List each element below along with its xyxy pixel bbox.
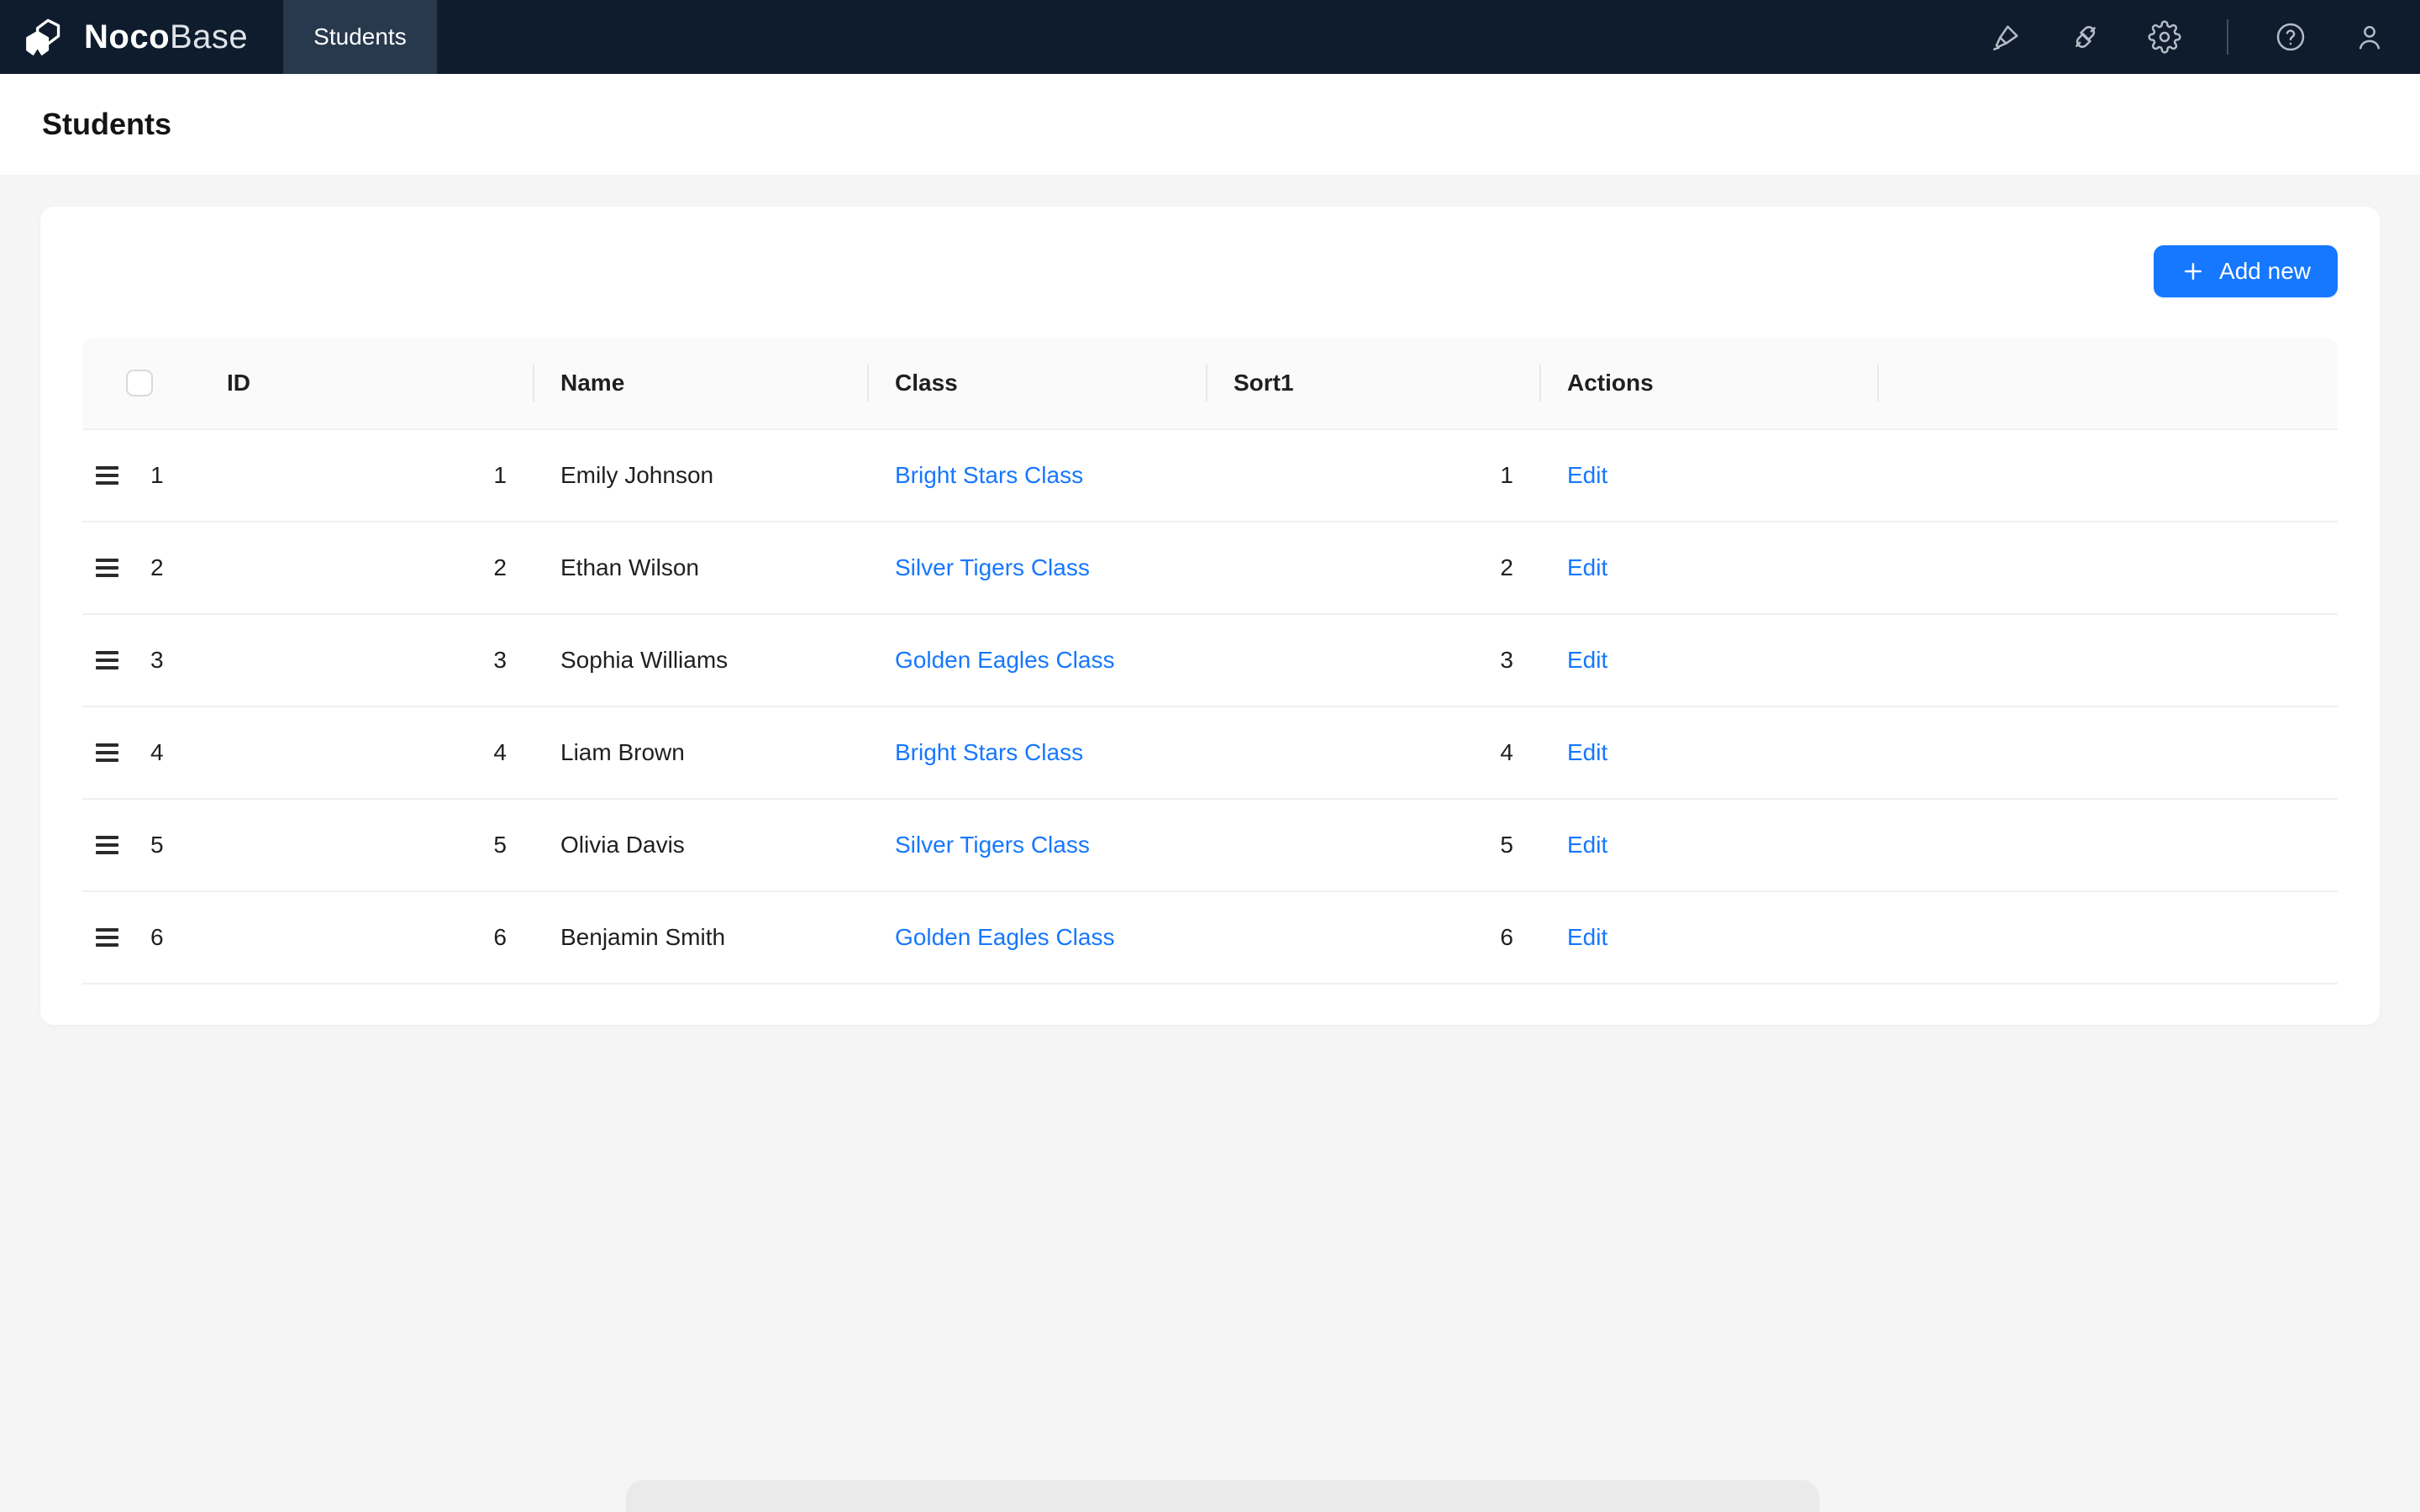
edit-link[interactable]: Edit bbox=[1567, 739, 1608, 765]
students-table: ID Name Class Sort1 Actions 1 1 Emily Jo… bbox=[82, 338, 2338, 984]
cell-filler bbox=[1878, 892, 2338, 983]
gear-icon[interactable] bbox=[2148, 20, 2181, 54]
table-row: 3 3 Sophia Williams Golden Eagles Class … bbox=[82, 615, 2338, 707]
nocobase-logo-icon bbox=[26, 18, 60, 55]
cell-filler bbox=[1878, 800, 2338, 890]
highlighter-icon[interactable] bbox=[1990, 20, 2023, 54]
row-index: 3 bbox=[150, 647, 164, 673]
column-header-class: Class bbox=[868, 338, 1207, 428]
table-header-row: ID Name Class Sort1 Actions bbox=[82, 338, 2338, 430]
navbar-divider bbox=[2227, 19, 2228, 55]
drag-handle-icon[interactable] bbox=[94, 923, 120, 952]
tab-students[interactable]: Students bbox=[283, 0, 437, 74]
top-navbar: NocoBase Students bbox=[0, 0, 2420, 74]
table-row: 2 2 Ethan Wilson Silver Tigers Class 2 E… bbox=[82, 522, 2338, 615]
row-select-cell: 6 bbox=[82, 892, 200, 983]
edit-link[interactable]: Edit bbox=[1567, 462, 1608, 488]
cell-filler bbox=[1878, 522, 2338, 613]
cell-sort1: 2 bbox=[1500, 554, 1513, 580]
cell-name: Ethan Wilson bbox=[560, 554, 699, 580]
cell-filler bbox=[1878, 615, 2338, 706]
edit-link[interactable]: Edit bbox=[1567, 554, 1608, 580]
cell-sort1: 5 bbox=[1500, 832, 1513, 858]
dock-hint bbox=[626, 1480, 1819, 1512]
cell-sort1: 4 bbox=[1500, 739, 1513, 765]
help-icon[interactable] bbox=[2274, 20, 2307, 54]
row-select-cell: 1 bbox=[82, 430, 200, 521]
row-index: 2 bbox=[150, 554, 164, 580]
column-header-filler bbox=[1878, 338, 2338, 428]
cell-sort1: 6 bbox=[1500, 924, 1513, 950]
row-index: 1 bbox=[150, 462, 164, 488]
cell-name: Olivia Davis bbox=[560, 832, 685, 858]
drag-handle-icon[interactable] bbox=[94, 461, 120, 490]
edit-link[interactable]: Edit bbox=[1567, 647, 1608, 673]
row-select-cell: 5 bbox=[82, 800, 200, 890]
column-header-actions: Actions bbox=[1540, 338, 1878, 428]
class-link[interactable]: Golden Eagles Class bbox=[895, 647, 1115, 673]
edit-link[interactable]: Edit bbox=[1567, 832, 1608, 858]
cell-name: Benjamin Smith bbox=[560, 924, 726, 950]
column-header-name: Name bbox=[534, 338, 868, 428]
row-index: 4 bbox=[150, 739, 164, 765]
add-new-button[interactable]: Add new bbox=[2154, 245, 2338, 297]
row-select-cell: 4 bbox=[82, 707, 200, 798]
drag-handle-icon[interactable] bbox=[94, 554, 120, 582]
cell-id: 1 bbox=[493, 462, 507, 488]
class-link[interactable]: Silver Tigers Class bbox=[895, 554, 1090, 580]
cell-name: Sophia Williams bbox=[560, 647, 729, 673]
cell-id: 6 bbox=[493, 924, 507, 950]
select-all-cell bbox=[82, 338, 200, 428]
cell-name: Liam Brown bbox=[560, 739, 685, 765]
table-row: 1 1 Emily Johnson Bright Stars Class 1 E… bbox=[82, 430, 2338, 522]
nocobase-logo[interactable]: NocoBase bbox=[0, 0, 283, 74]
cell-filler bbox=[1878, 707, 2338, 798]
table-card: Add new ID Name Class Sort1 Actions 1 bbox=[40, 207, 2380, 1025]
page-title: Students bbox=[42, 107, 172, 141]
user-icon[interactable] bbox=[2353, 20, 2386, 54]
drag-handle-icon[interactable] bbox=[94, 831, 120, 859]
page-body: Add new ID Name Class Sort1 Actions 1 bbox=[0, 175, 2420, 1057]
row-index: 6 bbox=[150, 924, 164, 950]
class-link[interactable]: Golden Eagles Class bbox=[895, 924, 1115, 950]
table-row: 6 6 Benjamin Smith Golden Eagles Class 6… bbox=[82, 892, 2338, 984]
cell-id: 4 bbox=[493, 739, 507, 765]
drag-handle-icon[interactable] bbox=[94, 738, 120, 767]
row-index: 5 bbox=[150, 832, 164, 858]
class-link[interactable]: Bright Stars Class bbox=[895, 739, 1084, 765]
select-all-checkbox[interactable] bbox=[126, 370, 153, 396]
table-row: 4 4 Liam Brown Bright Stars Class 4 Edit bbox=[82, 707, 2338, 800]
logo-wordmark: NocoBase bbox=[84, 18, 249, 55]
navbar-actions bbox=[1990, 0, 2420, 74]
table-row: 5 5 Olivia Davis Silver Tigers Class 5 E… bbox=[82, 800, 2338, 892]
cell-sort1: 3 bbox=[1500, 647, 1513, 673]
class-link[interactable]: Bright Stars Class bbox=[895, 462, 1084, 488]
cell-filler bbox=[1878, 430, 2338, 521]
edit-link[interactable]: Edit bbox=[1567, 924, 1608, 950]
table-toolbar: Add new bbox=[82, 245, 2338, 297]
page-header: Students bbox=[0, 74, 2420, 175]
column-header-id: ID bbox=[227, 370, 250, 396]
cell-id: 3 bbox=[493, 647, 507, 673]
cell-id: 2 bbox=[493, 554, 507, 580]
cell-name: Emily Johnson bbox=[560, 462, 714, 488]
row-select-cell: 2 bbox=[82, 522, 200, 613]
row-select-cell: 3 bbox=[82, 615, 200, 706]
class-link[interactable]: Silver Tigers Class bbox=[895, 832, 1090, 858]
plugin-icon[interactable] bbox=[2069, 20, 2102, 54]
cell-id: 5 bbox=[493, 832, 507, 858]
drag-handle-icon[interactable] bbox=[94, 646, 120, 675]
cell-sort1: 1 bbox=[1500, 462, 1513, 488]
column-header-sort1: Sort1 bbox=[1207, 338, 1540, 428]
plus-icon bbox=[2185, 263, 2202, 280]
